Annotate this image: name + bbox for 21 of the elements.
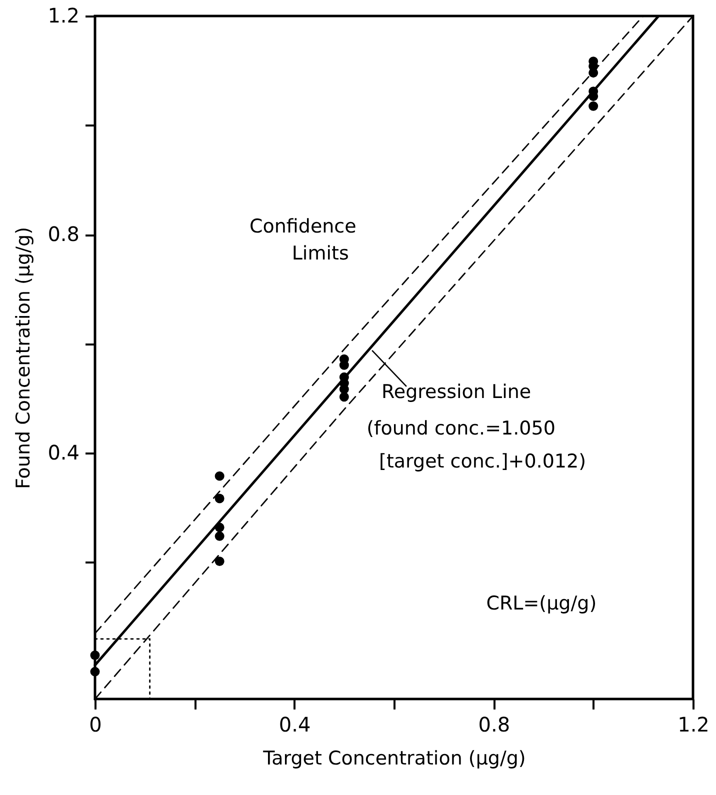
y-tick-label: 0.8 — [48, 222, 80, 246]
y-tick-label: 0.4 — [48, 440, 80, 465]
x-tick-label: 0.4 — [278, 712, 311, 736]
annotation: (found conc.=1.050 — [366, 418, 556, 440]
point — [214, 494, 224, 504]
point — [339, 392, 349, 402]
x-axis-title: Target Concentration (μg/g) — [262, 748, 526, 770]
x-tick-label: 0.8 — [478, 712, 510, 736]
annotation: Limits — [292, 242, 349, 265]
annotation: Confidence — [249, 215, 356, 238]
annotation: Regression Line — [382, 380, 532, 403]
point — [214, 556, 224, 566]
point — [214, 471, 224, 481]
y-axis-title: Found Concentration (μg/g) — [12, 227, 35, 489]
annotation: CRL=(μg/g) — [486, 592, 597, 614]
x-tick-label: 1.2 — [678, 712, 710, 736]
point — [588, 101, 598, 111]
annotation: [target conc.]+0.012) — [379, 450, 586, 472]
x-tick-label: 0 — [89, 712, 102, 736]
point — [214, 531, 224, 541]
y-tick-label: 1.2 — [48, 4, 80, 28]
